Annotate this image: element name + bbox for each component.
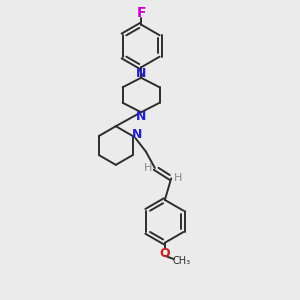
Text: N: N xyxy=(136,110,146,123)
Text: O: O xyxy=(160,247,170,260)
Text: F: F xyxy=(136,6,146,20)
Text: H: H xyxy=(173,173,182,183)
Text: CH₃: CH₃ xyxy=(172,256,190,266)
Text: N: N xyxy=(136,68,146,80)
Text: H: H xyxy=(144,163,152,173)
Text: N: N xyxy=(132,128,142,141)
